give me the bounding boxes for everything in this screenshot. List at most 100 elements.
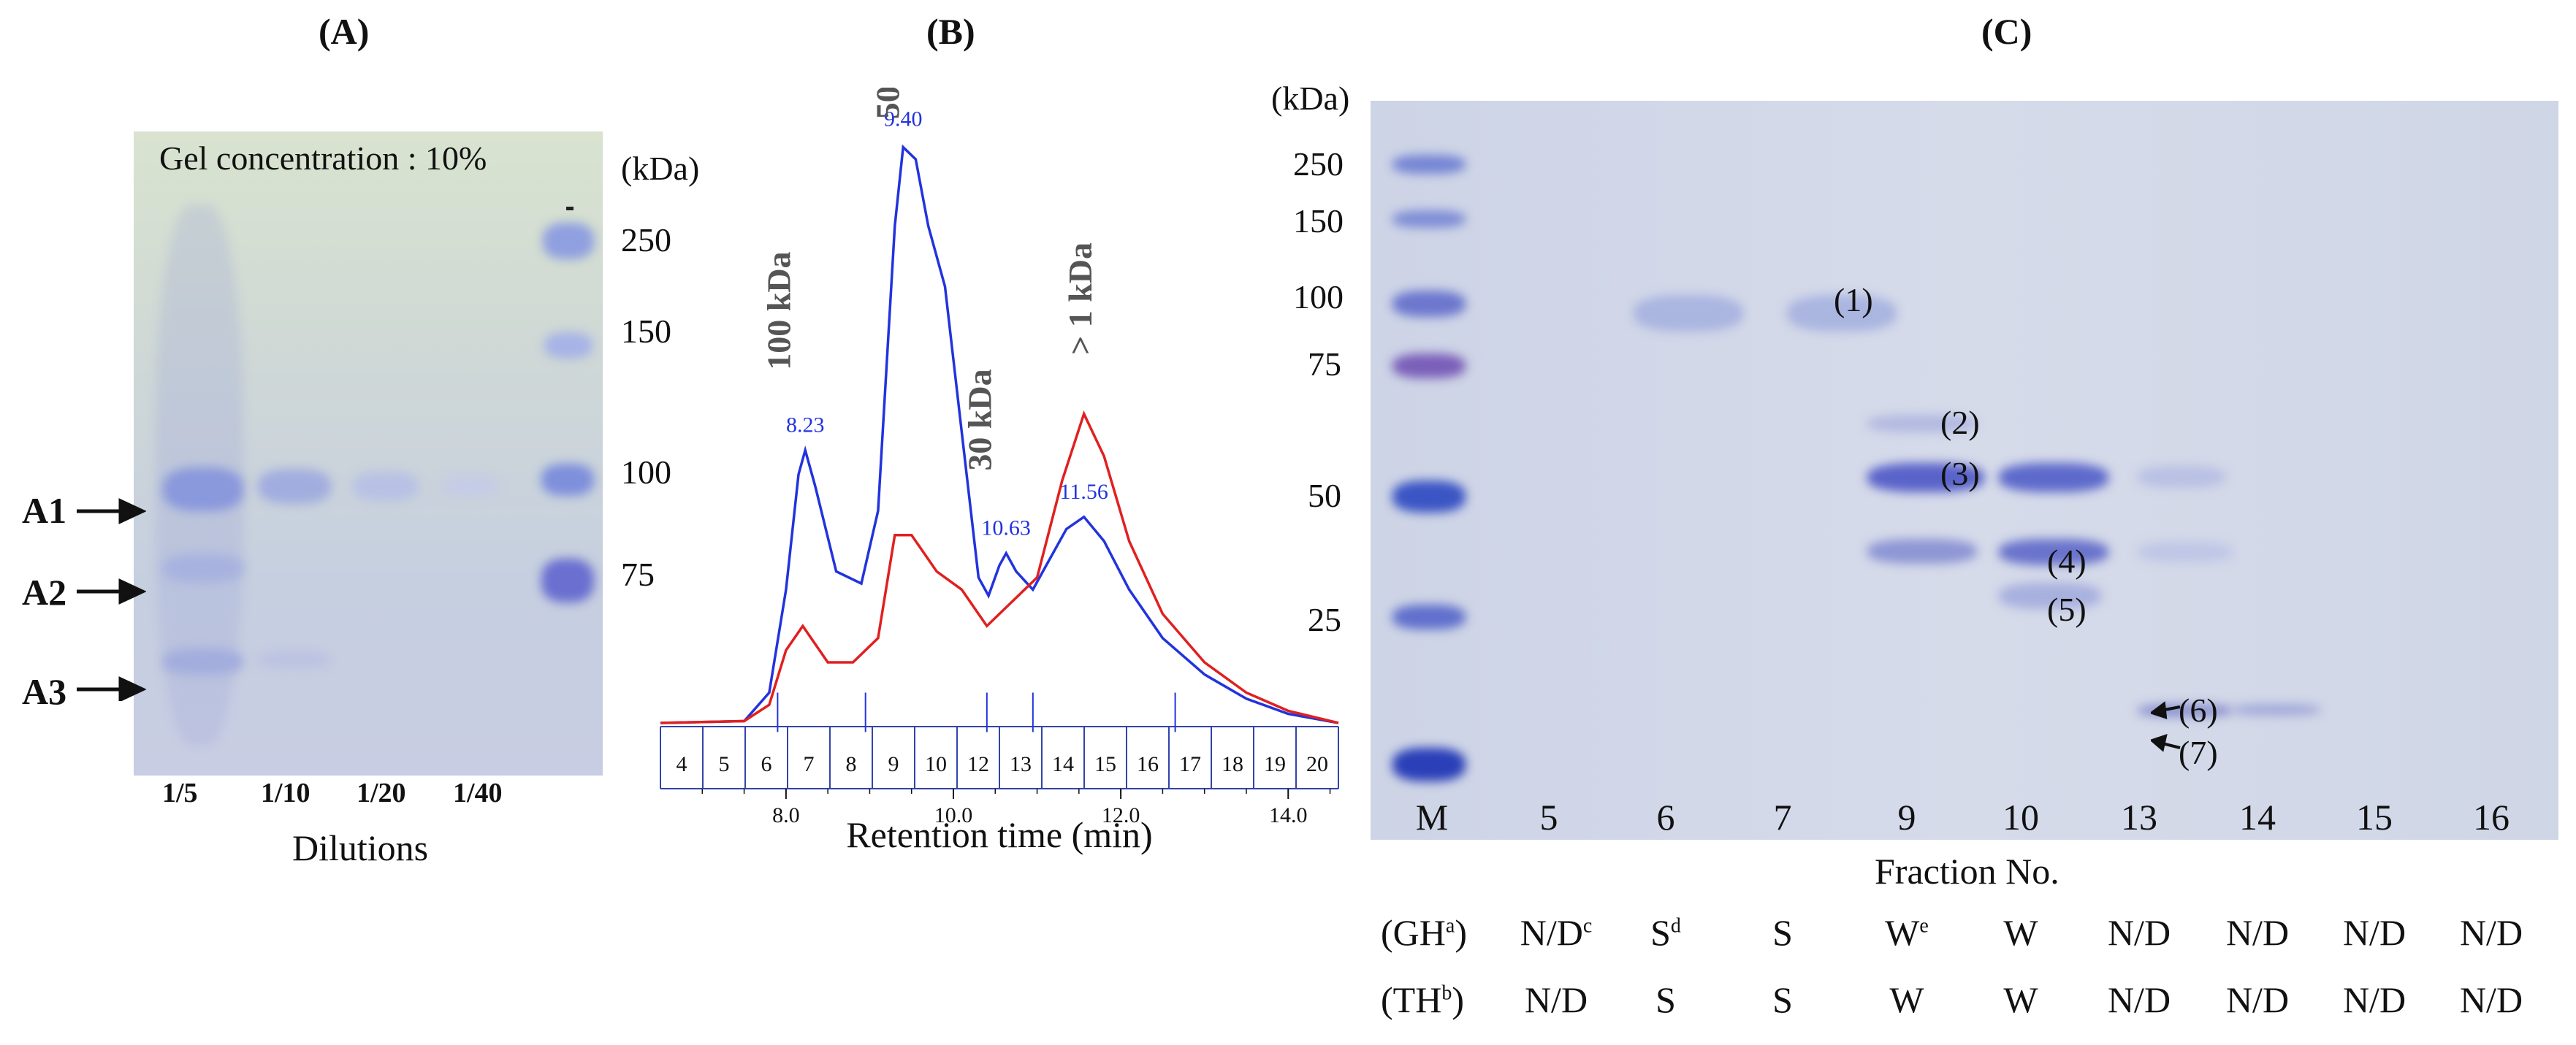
- gel-image-a: [134, 131, 603, 776]
- band-arrows: [77, 498, 146, 701]
- arrow-head: [118, 676, 146, 701]
- lane-label-13: 13: [2121, 797, 2157, 838]
- table-cell: W: [1889, 979, 1924, 1020]
- fraction-number: 9: [888, 752, 899, 776]
- table-cell: N/D: [2225, 912, 2290, 953]
- band-label-a3: A3: [22, 671, 67, 712]
- marker-band: [541, 464, 594, 496]
- gel-band: [441, 475, 499, 497]
- table-cell: N/Dc: [1520, 912, 1593, 953]
- band-annotation-1: (1): [1834, 281, 1873, 318]
- gel-image-c: [1371, 101, 2558, 840]
- arrow-head: [118, 578, 146, 605]
- marker-band: [543, 223, 594, 259]
- fraction-number: 6: [761, 752, 772, 776]
- x-tick-label: 10.0: [934, 803, 973, 827]
- marker-c-50: 50: [1308, 477, 1341, 514]
- marker-label-250: 250: [621, 221, 671, 259]
- gel-band: [1999, 583, 2101, 609]
- series-line-red: [660, 410, 1339, 724]
- kda-unit-a: (kDa): [621, 150, 700, 187]
- table-cell: S: [1772, 912, 1793, 953]
- fraction-number: 20: [1306, 752, 1328, 776]
- lane-label-5: 5: [1539, 797, 1558, 838]
- marker-band: [1392, 210, 1466, 228]
- table-cell: S: [1772, 979, 1793, 1020]
- marker-c-250: 250: [1293, 145, 1344, 183]
- band-annotation-7: (7): [2179, 734, 2218, 771]
- gel-band: [163, 467, 243, 511]
- fraction-number: 14: [1052, 752, 1074, 776]
- dilutions-axis-label: Dilutions: [292, 827, 429, 868]
- marker-band: [1392, 605, 1466, 629]
- dilution-1-40: 1/40: [453, 778, 503, 808]
- marker-c-75: 75: [1308, 345, 1341, 383]
- fraction-number: 18: [1222, 752, 1243, 776]
- gel-concentration-text: Gel concentration : 10%: [159, 139, 487, 177]
- marker-c-150: 150: [1293, 202, 1344, 240]
- marker-c-25: 25: [1308, 601, 1341, 638]
- table-cell: N/D: [2459, 912, 2523, 953]
- peak-label: 10.63: [981, 516, 1031, 540]
- mw-annotation: 50 kDa: [869, 88, 907, 119]
- fraction-number: 7: [804, 752, 815, 776]
- panel-b-label: (B): [926, 11, 975, 52]
- gel-band: [258, 469, 331, 504]
- panel-c-label: (C): [1981, 11, 2032, 52]
- marker-band: [1392, 291, 1466, 317]
- fraction-number: 19: [1264, 752, 1286, 776]
- gel-band: [1634, 295, 1743, 332]
- band-annotation-3: (3): [1940, 455, 1980, 492]
- arrow-head: [118, 498, 146, 524]
- fraction-number: 8: [846, 752, 857, 776]
- table-cell: N/D: [2342, 979, 2407, 1020]
- peak-label: 9.40: [884, 107, 923, 131]
- series-line-blue: [660, 144, 1339, 724]
- band-arrows-c: [2151, 701, 2181, 752]
- band-label-a1: A1: [22, 490, 67, 531]
- band-annotation-5: (5): [2047, 591, 2087, 628]
- marker-band: [1392, 155, 1466, 174]
- gel-speck: [566, 207, 573, 210]
- lane-label-14: 14: [2239, 797, 2276, 838]
- table-cell: N/D: [2107, 912, 2171, 953]
- lane-label-16: 16: [2473, 797, 2510, 838]
- fraction-number: 15: [1094, 752, 1116, 776]
- band-label-a2: A2: [22, 572, 67, 613]
- kda-unit-c: (kDa): [1271, 80, 1350, 117]
- marker-band: [1392, 748, 1466, 781]
- x-tick-label: 8.0: [772, 803, 800, 827]
- gel-band: [2233, 704, 2320, 716]
- gel-band: [1867, 415, 1977, 432]
- x-tick-label: 14.0: [1269, 803, 1308, 827]
- lane-label-10: 10: [2003, 797, 2039, 838]
- row-label-gh: (GHa): [1381, 912, 1467, 953]
- x-axis-label: Retention time (min): [846, 814, 1152, 855]
- table-cell: S: [1655, 979, 1676, 1020]
- lane-label-6: 6: [1656, 797, 1675, 838]
- gel-band: [1999, 463, 2108, 492]
- gel-band: [163, 648, 243, 675]
- peak-label: 11.56: [1060, 480, 1108, 504]
- table-cell: N/D: [1524, 979, 1588, 1020]
- marker-label-75: 75: [621, 556, 655, 593]
- marker-c-100: 100: [1293, 278, 1344, 315]
- marker-label-100: 100: [621, 453, 671, 491]
- gel-band: [258, 650, 331, 669]
- dilution-1-10: 1/10: [261, 778, 310, 808]
- lane-label-7: 7: [1773, 797, 1792, 838]
- table-cell: N/D: [2459, 979, 2523, 1020]
- table-cell: W: [2003, 912, 2038, 953]
- mw-annotation: 30 kDa: [961, 369, 999, 470]
- gel-band: [2138, 466, 2225, 488]
- arrow-head: [2151, 733, 2168, 752]
- fraction-no-label: Fraction No.: [1875, 851, 2059, 892]
- gel-band: [2138, 542, 2233, 562]
- table-cell: N/D: [2342, 912, 2407, 953]
- table-cell: N/D: [2107, 979, 2171, 1020]
- band-annotation-4: (4): [2047, 543, 2087, 580]
- x-tick-label: 12.0: [1102, 803, 1140, 827]
- chromatogram-chart: 4 5 6 7 8 9 10 12 13 14 15 16 17 18 19 20 8.0 10.0 12.0 14.…: [660, 88, 1339, 855]
- gel-band: [1867, 463, 1984, 492]
- dilution-1-20: 1/20: [357, 778, 406, 808]
